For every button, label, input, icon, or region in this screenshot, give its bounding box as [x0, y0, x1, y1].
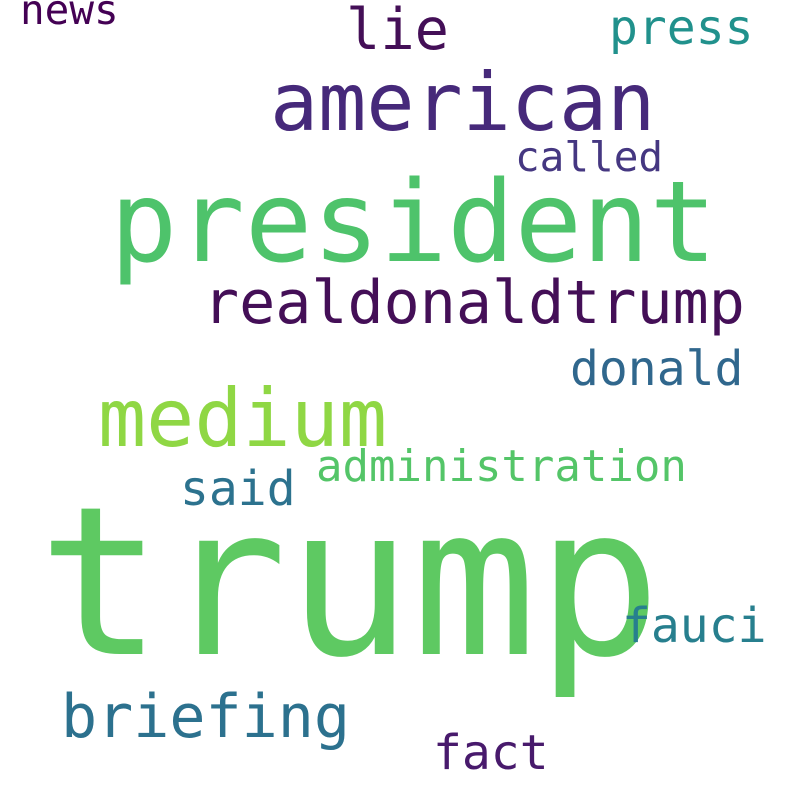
word-administration: administration [316, 441, 687, 492]
word-donald: donald [570, 341, 744, 397]
word-realdonaldtrump: realdonaldtrump [203, 268, 745, 338]
word-american: american [270, 56, 656, 149]
word-fauci: fauci [622, 598, 767, 654]
word-medium: medium [98, 372, 387, 465]
word-fact: fact [433, 725, 549, 781]
word-press: press [609, 0, 754, 56]
word-briefing: briefing [61, 682, 350, 752]
word-news: news [20, 0, 119, 34]
word-president: president [110, 158, 717, 288]
word-called: called [515, 133, 664, 181]
word-trump: trump [38, 462, 662, 703]
word-said: said [180, 461, 296, 517]
word-lie: lie [346, 0, 449, 63]
